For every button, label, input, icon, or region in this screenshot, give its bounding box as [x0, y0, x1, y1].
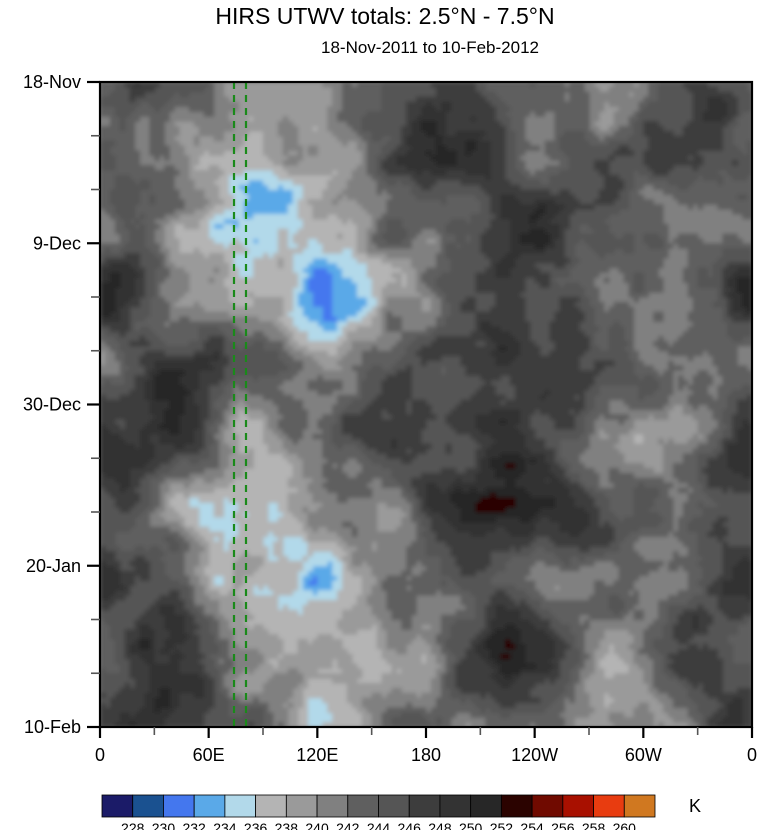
contour-band-10: [100, 82, 752, 727]
x-tick-label: 120E: [296, 745, 338, 765]
x-tick-label: 0: [747, 745, 757, 765]
colorbar-tick-label: 230: [152, 820, 176, 830]
colorbar-tick-label: 228: [121, 820, 145, 830]
longitude-marker-lines: [232, 82, 248, 727]
contour-band-3: [213, 179, 368, 596]
x-tick-label: 180: [411, 745, 441, 765]
colorbar-swatch: [255, 794, 287, 818]
x-tick-label: 120W: [511, 745, 558, 765]
contour-band-5: [169, 116, 644, 727]
colorbar-swatch: [285, 794, 318, 818]
colorbar-swatch: [101, 794, 134, 818]
y-tick-label: 9-Dec: [33, 233, 81, 253]
x-tick-label: 0: [95, 745, 105, 765]
x-axis: 0 60E 120E 180 120W 60W 0: [95, 727, 757, 765]
colorbar-swatch: [593, 794, 625, 818]
colorbar-swatch: [500, 794, 533, 818]
colorbar-tick-label: 234: [213, 820, 237, 830]
contour-field: [100, 82, 752, 727]
colorbar-swatch: [408, 794, 441, 818]
colorbar-swatch: [531, 794, 564, 818]
contour-plot-area: [98, 80, 754, 729]
contour-band-6: [100, 82, 704, 727]
colorbar-unit-label: K: [689, 796, 701, 816]
colorbar-swatch: [378, 794, 410, 818]
colorbar-tick-label: 256: [551, 820, 575, 830]
colorbar-swatch: [163, 794, 195, 818]
colorbar-swatch: [623, 794, 656, 818]
colorbar-swatch: [316, 794, 349, 818]
x-tick-label: 60E: [193, 745, 225, 765]
colorbar-tick-label: 260: [613, 820, 637, 830]
colorbar-swatch: [193, 794, 226, 818]
colorbar-tick-label: 250: [459, 820, 483, 830]
colorbar: 228 230 232 234 236 238 240 242 244 246 248 250 252 2…: [101, 794, 656, 830]
colorbar-swatch: [562, 794, 594, 818]
y-axis: 18-Nov 9-Dec 30-Dec 20-Jan 10-Feb: [23, 72, 100, 737]
colorbar-swatch: [224, 794, 257, 818]
colorbar-tick-label: 254: [520, 820, 544, 830]
x-tick-label: 60W: [625, 745, 662, 765]
colorbar-tick-label: 240: [305, 820, 329, 830]
colorbar-tick-label: 248: [428, 820, 452, 830]
contour-band-13: [475, 463, 516, 660]
y-tick-label: 10-Feb: [24, 717, 81, 737]
colorbar-tick-label: 258: [582, 820, 606, 830]
figure-subtitle: 18-Nov-2011 to 10-Feb-2012: [321, 38, 539, 57]
colorbar-tick-label: 246: [398, 820, 422, 830]
y-tick-label: 30-Dec: [23, 395, 81, 415]
colorbar-tick-label: 236: [244, 820, 268, 830]
colorbar-tick-label: 252: [490, 820, 514, 830]
y-tick-label: 18-Nov: [23, 72, 81, 92]
colorbar-tick-label: 232: [182, 820, 206, 830]
y-tick-label: 20-Jan: [26, 556, 81, 576]
colorbar-swatch: [470, 794, 502, 818]
page-title: HIRS UTWV totals: 2.5°N - 7.5°N: [215, 3, 554, 29]
colorbar-tick-label: 238: [275, 820, 299, 830]
colorbar-tick-label: 244: [367, 820, 391, 830]
colorbar-tick-label: 242: [336, 820, 360, 830]
colorbar-swatch: [439, 794, 472, 818]
colorbar-swatch: [347, 794, 379, 818]
colorbar-swatch: [132, 794, 164, 818]
